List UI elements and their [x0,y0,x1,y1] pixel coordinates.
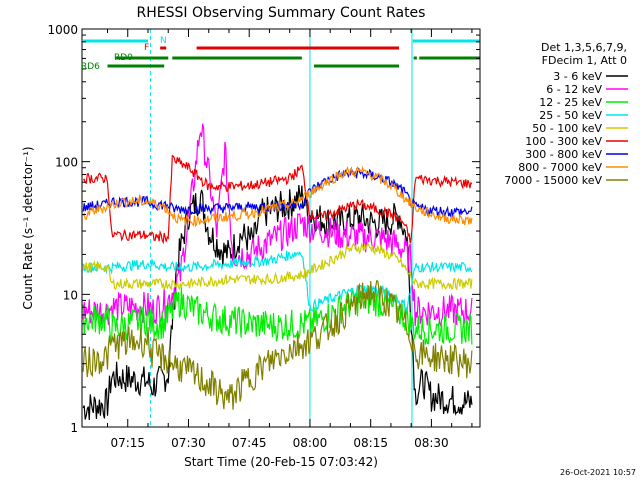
x-axis-label: Start Time (20-Feb-15 07:03:42) [184,455,378,469]
flag-label-rd6: RD6 [81,62,100,72]
x-tick-label: 07:45 [232,436,267,450]
legend-label: 25 - 50 keV [539,109,602,122]
series-line-5 [82,154,473,245]
legend-label: 50 - 100 keV [532,122,602,135]
series-line-8 [82,280,473,410]
x-tick-label: 07:15 [110,436,145,450]
x-tick-label: 08:15 [353,436,388,450]
legend-label: 100 - 300 keV [525,135,602,148]
flag-label-night: N [160,36,167,46]
legend-title-line-2: FDecim 1, Att 0 [542,54,627,67]
y-tick-label: 10 [63,288,78,302]
chart-title: RHESSI Observing Summary Count Rates [137,5,426,21]
y-tick-label: 100 [55,156,78,170]
x-tick-label: 07:30 [171,436,206,450]
legend-label: 800 - 7000 keV [518,161,602,174]
series-line-7 [82,165,473,228]
timestamp: 26-Oct-2021 10:57 [560,468,636,477]
plot-frame [81,28,481,428]
y-tick-label: 1000 [47,23,78,37]
legend-title-line-1: Det 1,3,5,6,7,9, [541,41,627,54]
legend-label: 7000 - 15000 keV [504,174,602,187]
series-line-4 [82,241,473,291]
series-line-1 [82,123,473,327]
legend-label: 3 - 6 keV [553,70,602,83]
y-tick-label: 1 [70,421,78,435]
legend-label: 6 - 12 keV [546,83,602,96]
legend-label: 12 - 25 keV [539,96,602,109]
y-axis-label: Count Rate (s⁻¹ detector⁻¹) [21,146,35,309]
x-tick-label: 08:00 [293,436,328,450]
flag-label-rd0: RD0 [114,53,133,63]
x-tick-label: 08:30 [414,436,449,450]
flag-label-flare: F [144,43,149,53]
series-line-0 [82,185,473,421]
series-line-3 [82,250,473,313]
legend-label: 300 - 800 keV [525,148,602,161]
